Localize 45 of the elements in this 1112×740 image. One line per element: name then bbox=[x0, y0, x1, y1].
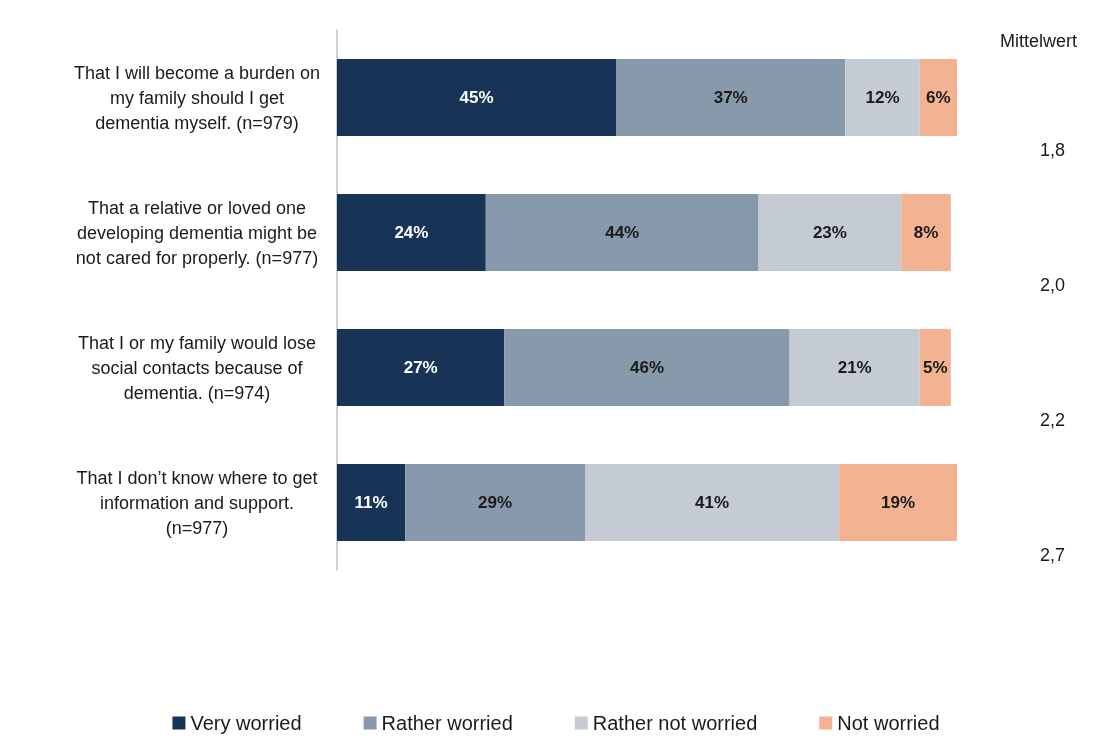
legend-label: Not worried bbox=[837, 712, 940, 734]
bar bbox=[337, 329, 505, 406]
y-tick-label: That I don’t know where to get information and support. (n=977) bbox=[76, 467, 318, 538]
data-label: 41% bbox=[695, 493, 730, 512]
legend-label: Rather worried bbox=[381, 712, 513, 734]
bar bbox=[616, 59, 846, 136]
bar bbox=[585, 464, 840, 541]
y-tick-label: That a relative or loved one developing dementia might be not cared for properly. (n=977) bbox=[75, 197, 319, 268]
data-label: 12% bbox=[865, 88, 900, 107]
data-label: 5% bbox=[923, 358, 948, 377]
text: 1,8 bbox=[1040, 139, 1066, 160]
data-label: 21% bbox=[837, 358, 872, 377]
bar bbox=[485, 194, 759, 271]
bar bbox=[337, 194, 486, 271]
data-label: 24% bbox=[394, 223, 429, 242]
legend-label: Rather not worried bbox=[592, 712, 758, 734]
data-label: 37% bbox=[713, 88, 748, 107]
bar bbox=[405, 464, 585, 541]
data-label: 44% bbox=[605, 223, 640, 242]
legend-label: Very worried bbox=[190, 712, 302, 734]
bar bbox=[901, 194, 951, 271]
data-label: 6% bbox=[926, 88, 951, 107]
bar bbox=[337, 464, 406, 541]
data-label: 45% bbox=[459, 88, 494, 107]
y-tick-label: That I will become a burden on my family should I get dementia myself. (n=979) bbox=[73, 62, 321, 133]
bar bbox=[758, 194, 902, 271]
y-tick-label: That I or my family would lose social contacts because of dementia. (n=974) bbox=[77, 332, 317, 403]
data-label: 8% bbox=[913, 223, 939, 242]
bar bbox=[919, 329, 951, 406]
bar bbox=[919, 59, 957, 136]
data-label: 19% bbox=[881, 493, 916, 512]
data-label: 27% bbox=[403, 358, 438, 377]
text: 2,2 bbox=[1040, 409, 1066, 430]
bar bbox=[839, 464, 957, 541]
data-label: 11% bbox=[354, 493, 388, 512]
text: 2,7 bbox=[1040, 544, 1066, 565]
bar bbox=[789, 329, 920, 406]
data-label: 46% bbox=[629, 358, 665, 377]
text: 2,0 bbox=[1040, 274, 1066, 295]
bar bbox=[504, 329, 790, 406]
text: Mittelwert bbox=[1000, 31, 1078, 51]
data-label: 29% bbox=[478, 493, 513, 512]
data-label: 23% bbox=[812, 223, 847, 242]
bar bbox=[845, 59, 920, 136]
bar bbox=[337, 59, 616, 136]
